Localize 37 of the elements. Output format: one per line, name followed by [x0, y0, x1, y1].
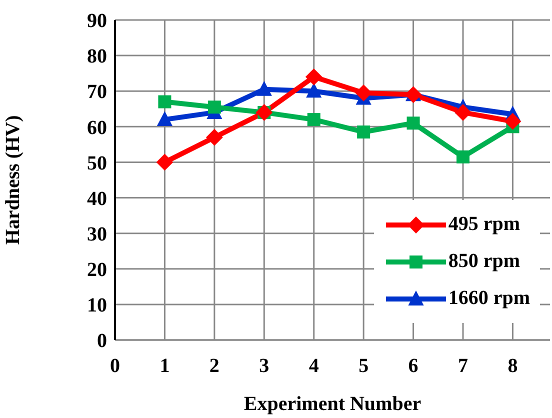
- x-tick-label: 1: [160, 355, 170, 378]
- x-tick-label: 2: [209, 355, 220, 378]
- point: [504, 112, 522, 130]
- y-tick-label: 70: [87, 81, 107, 104]
- y-tick-label: 20: [87, 258, 107, 281]
- point: [305, 68, 322, 86]
- legend-label: 495 rpm: [448, 213, 520, 236]
- point: [208, 100, 221, 114]
- y-tick-label: 10: [87, 294, 107, 317]
- legend-label: 850 rpm: [448, 250, 520, 273]
- point: [156, 154, 174, 171]
- x-tick-label: 5: [358, 355, 369, 378]
- point: [156, 111, 173, 126]
- x-tick-label: 4: [308, 355, 319, 378]
- legend-label: 1660 rpm: [448, 287, 530, 310]
- point: [456, 150, 470, 164]
- y-tick-label: 90: [87, 10, 107, 32]
- point: [256, 80, 272, 96]
- x-tick-label: 6: [408, 355, 418, 378]
- x-tick-label: 3: [259, 355, 270, 378]
- point: [454, 104, 472, 121]
- y-tick-label: 30: [87, 223, 107, 246]
- y-tick-label: 80: [87, 46, 107, 68]
- x-axis-title: Experiment Number: [244, 393, 422, 415]
- y-axis-title: Hardness (HV): [2, 115, 24, 245]
- point: [406, 116, 420, 130]
- y-tick-label: 60: [87, 116, 107, 139]
- point: [206, 128, 223, 146]
- point: [158, 95, 172, 108]
- y-tick-label: 40: [87, 188, 107, 210]
- point: [357, 126, 370, 138]
- y-tick-label: 50: [87, 152, 107, 174]
- x-tick-label: 8: [508, 355, 518, 378]
- point: [306, 82, 322, 98]
- point: [307, 113, 320, 126]
- y-tick-label: 0: [97, 330, 107, 352]
- x-tick-label: 7: [458, 355, 468, 378]
